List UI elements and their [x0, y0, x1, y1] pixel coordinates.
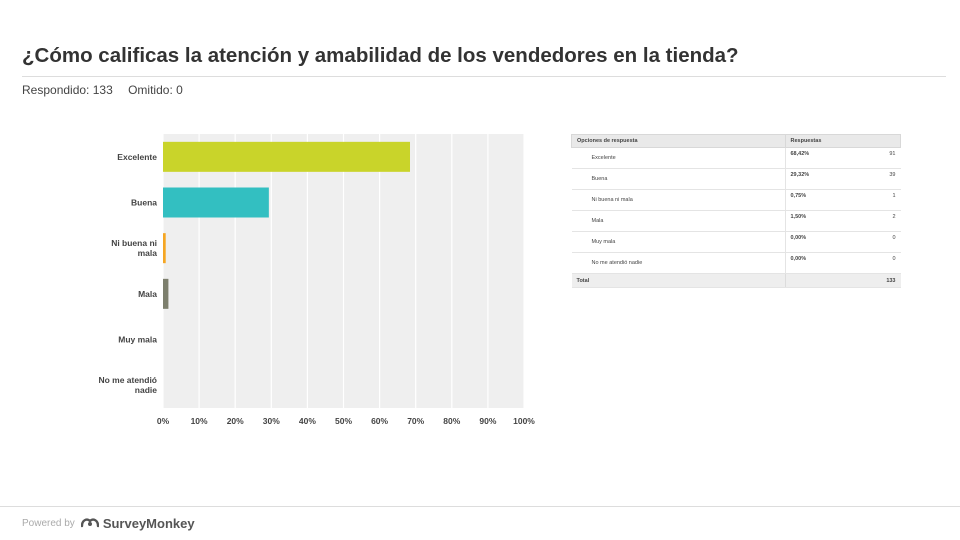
powered-by-text: Powered by	[22, 518, 75, 529]
brand-name: SurveyMonkey	[102, 516, 195, 531]
x-tick-label: 0%	[157, 416, 170, 426]
row-percent: 0,00%	[785, 252, 855, 274]
skipped-count: Omitido: 0	[128, 83, 183, 97]
header-option: Opciones de respuesta	[571, 134, 786, 148]
bar-excelente	[163, 141, 410, 172]
responses-table: Opciones de respuesta Respuestas Excelen…	[571, 134, 901, 288]
x-tick-label: 70%	[407, 416, 424, 426]
row-count: 1	[854, 189, 901, 211]
category-label: Excelente	[117, 152, 157, 162]
total-label: Total	[571, 273, 786, 288]
row-count: 2	[854, 210, 901, 232]
row-option: Excelente	[571, 147, 786, 169]
x-tick-label: 50%	[335, 416, 352, 426]
row-percent: 1,50%	[785, 210, 855, 232]
row-count: 0	[854, 252, 901, 274]
x-tick-label: 40%	[299, 416, 316, 426]
row-count: 0	[854, 231, 901, 253]
page-title: ¿Cómo calificas la atención y amabilidad…	[22, 44, 739, 67]
row-percent: 68,42%	[785, 147, 855, 169]
category-label: Muy mala	[118, 335, 157, 345]
category-label: Mala	[138, 289, 157, 299]
footer: Powered by SurveyMonkey	[22, 516, 195, 531]
row-count: 91	[854, 147, 901, 169]
row-percent: 29,32%	[785, 168, 855, 190]
category-label: No me atendió	[98, 375, 157, 385]
x-tick-label: 80%	[443, 416, 460, 426]
table-row: Excelente 68,42% 91	[571, 147, 901, 169]
total-spacer	[785, 273, 855, 288]
category-label: mala	[138, 248, 158, 258]
bar-buena	[163, 187, 269, 218]
category-label: nadie	[135, 385, 157, 395]
x-tick-label: 100%	[513, 416, 535, 426]
row-option: Buena	[571, 168, 786, 190]
table-total-row: Total 133	[571, 273, 901, 288]
category-label: Buena	[131, 198, 157, 208]
table-row: Mala 1,50% 2	[571, 210, 901, 232]
table-header-row: Opciones de respuesta Respuestas	[571, 134, 901, 148]
row-percent: 0,00%	[785, 231, 855, 253]
bar-ni-buena-ni-mala	[163, 233, 166, 264]
row-option: No me atendió nadie	[571, 252, 786, 274]
row-percent: 0,75%	[785, 189, 855, 211]
response-summary: Respondido: 133 Omitido: 0	[22, 83, 195, 97]
table-row: Buena 29,32% 39	[571, 168, 901, 190]
x-tick-label: 60%	[371, 416, 388, 426]
surveymonkey-logo-icon	[80, 517, 100, 531]
title-divider	[22, 76, 946, 77]
row-option: Ni buena ni mala	[571, 189, 786, 211]
table-row: Muy mala 0,00% 0	[571, 231, 901, 253]
header-responses: Respuestas	[784, 134, 901, 148]
row-count: 39	[854, 168, 901, 190]
answered-count: Respondido: 133	[22, 83, 113, 97]
table-row: No me atendió nadie 0,00% 0	[571, 252, 901, 274]
x-tick-label: 10%	[191, 416, 208, 426]
row-option: Mala	[571, 210, 786, 232]
category-label: Ni buena ni	[111, 238, 157, 248]
x-tick-label: 30%	[263, 416, 280, 426]
x-tick-label: 90%	[479, 416, 496, 426]
row-option: Muy mala	[571, 231, 786, 253]
x-tick-label: 20%	[227, 416, 244, 426]
bar-mala	[163, 278, 169, 309]
table-row: Ni buena ni mala 0,75% 1	[571, 189, 901, 211]
total-count: 133	[854, 273, 901, 288]
footer-divider	[0, 506, 960, 507]
